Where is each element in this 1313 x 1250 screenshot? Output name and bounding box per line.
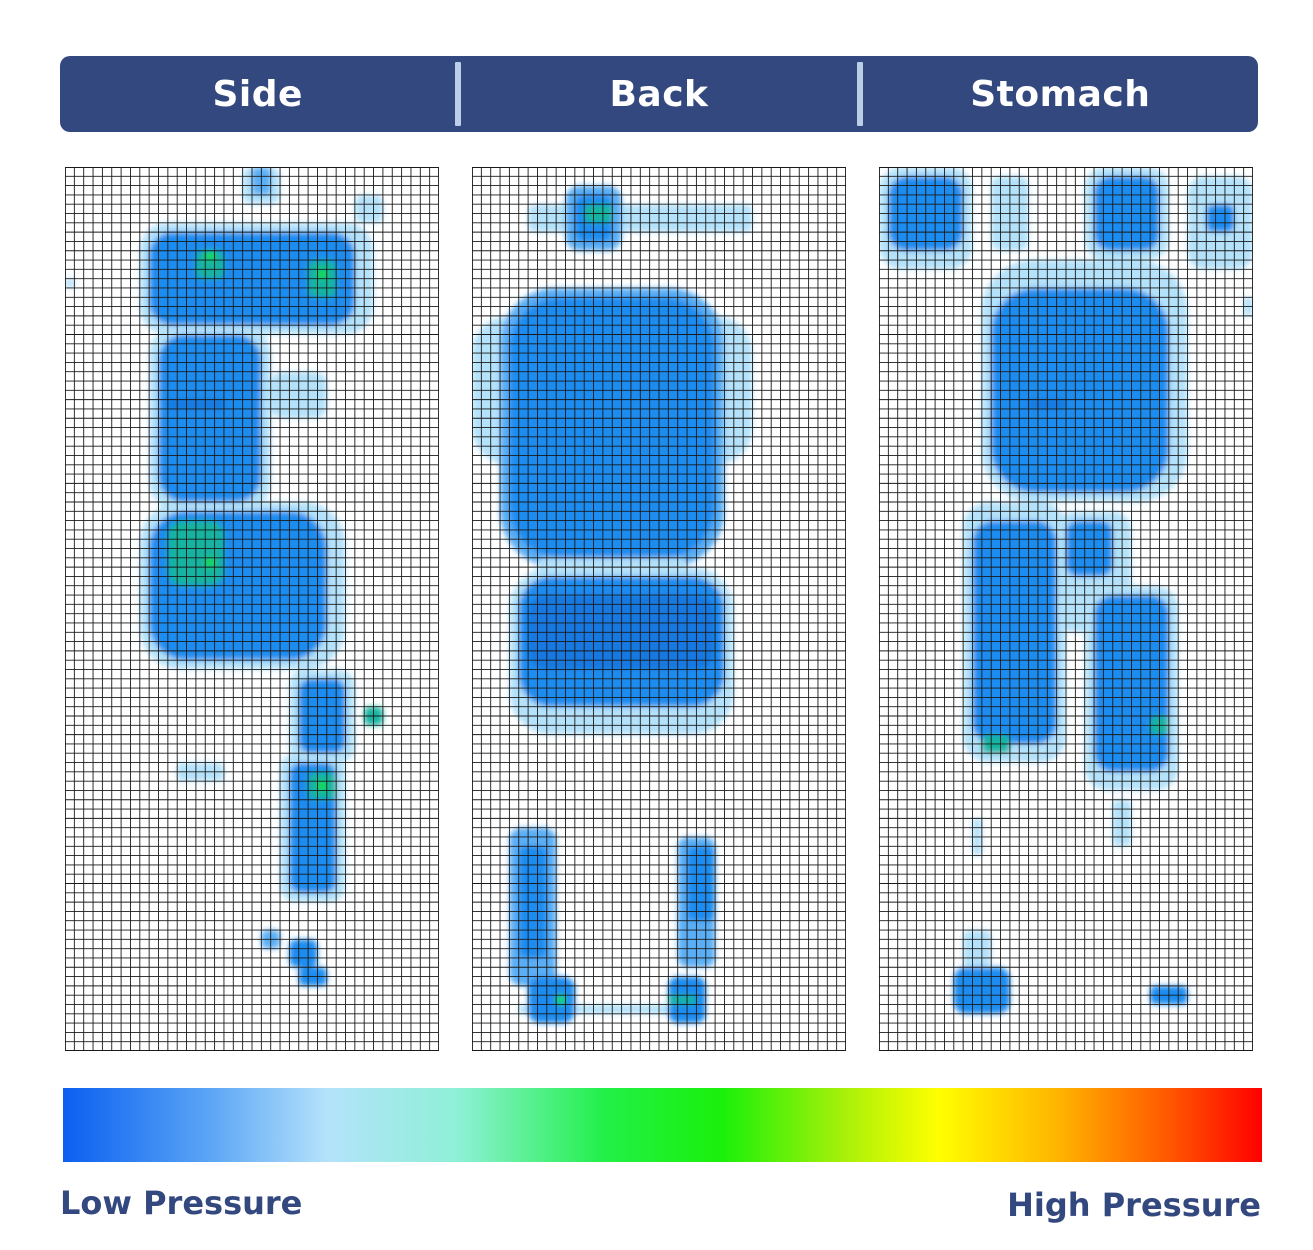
pressure-region <box>317 269 327 279</box>
high-pressure-label: High Pressure <box>1007 1186 1261 1224</box>
heatmap-svg <box>879 167 1253 1051</box>
header-divider <box>455 62 462 126</box>
sensor-grid <box>65 167 439 1051</box>
colorbar-svg <box>63 1088 1262 1162</box>
pressure-region <box>668 995 697 1005</box>
colorbar-gradient <box>63 1088 1262 1162</box>
pressure-region <box>556 995 566 1005</box>
heatmap-panel-side <box>65 167 439 1051</box>
pressure-region <box>205 250 215 261</box>
pressure-region <box>205 557 215 568</box>
pressure-region <box>1206 204 1235 233</box>
pressure-region <box>528 976 575 1024</box>
pressure-region <box>317 781 327 791</box>
position-label-stomach: Stomach <box>970 73 1151 115</box>
heatmap-svg <box>65 167 439 1051</box>
pressure-region <box>65 278 75 288</box>
low-pressure-label: Low Pressure <box>60 1184 303 1222</box>
sensor-grid <box>472 167 846 1051</box>
pressure-colorbar <box>63 1088 1262 1162</box>
heatmap-panel-stomach <box>879 167 1253 1051</box>
pressure-region <box>289 939 318 968</box>
position-label-side: Side <box>212 73 303 115</box>
position-header: Side Back Stomach <box>60 56 1258 132</box>
heatmap-svg <box>472 167 846 1051</box>
heatmap-panel-back <box>472 167 846 1051</box>
position-label-back: Back <box>609 73 709 115</box>
sensor-grid <box>879 167 1253 1051</box>
pressure-region <box>195 250 224 279</box>
header-divider <box>856 62 863 126</box>
pressure-region <box>354 194 383 223</box>
